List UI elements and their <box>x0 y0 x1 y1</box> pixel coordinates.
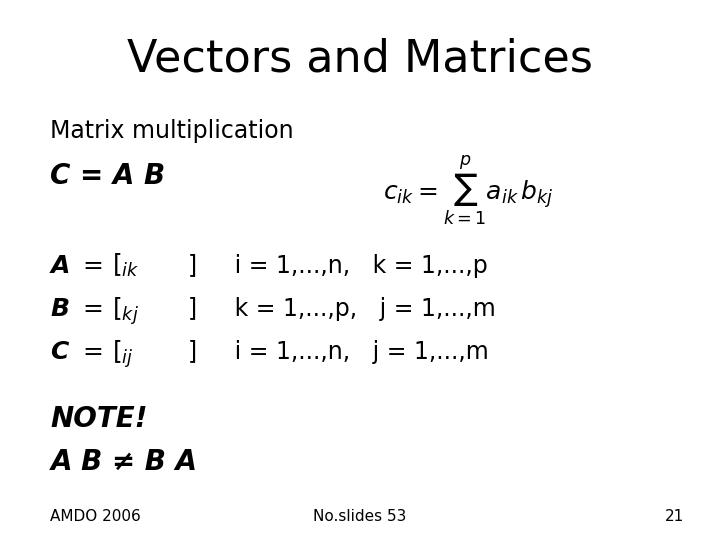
Text: A: A <box>50 254 70 278</box>
Text: Matrix multiplication: Matrix multiplication <box>50 119 294 143</box>
Text: C: C <box>50 340 69 364</box>
Text: No.slides 53: No.slides 53 <box>313 509 407 524</box>
Text: 21: 21 <box>665 509 684 524</box>
Text: A B ≠ B A: A B ≠ B A <box>50 448 197 476</box>
Text: ]     k = 1,...,p,   j = 1,...,m: ] k = 1,...,p, j = 1,...,m <box>173 297 495 321</box>
Text: C = A B: C = A B <box>50 162 166 190</box>
Text: $[_{ik}$: $[_{ik}$ <box>112 252 139 279</box>
Text: AMDO 2006: AMDO 2006 <box>50 509 141 524</box>
Text: ]     i = 1,...,n,   j = 1,...,m: ] i = 1,...,n, j = 1,...,m <box>173 340 489 364</box>
Text: $c_{ik} = \sum_{k=1}^{p} a_{ik}\,b_{kj}$: $c_{ik} = \sum_{k=1}^{p} a_{ik}\,b_{kj}$ <box>382 154 554 227</box>
Text: Vectors and Matrices: Vectors and Matrices <box>127 38 593 81</box>
Text: ]     i = 1,...,n,   k = 1,...,p: ] i = 1,...,n, k = 1,...,p <box>173 254 487 278</box>
Text: B: B <box>50 297 69 321</box>
Text: =: = <box>83 340 112 364</box>
Text: $[_{ij}$: $[_{ij}$ <box>112 339 133 370</box>
Text: NOTE!: NOTE! <box>50 405 148 433</box>
Text: =: = <box>83 297 112 321</box>
Text: =: = <box>83 254 112 278</box>
Text: $[_{kj}$: $[_{kj}$ <box>112 295 138 327</box>
